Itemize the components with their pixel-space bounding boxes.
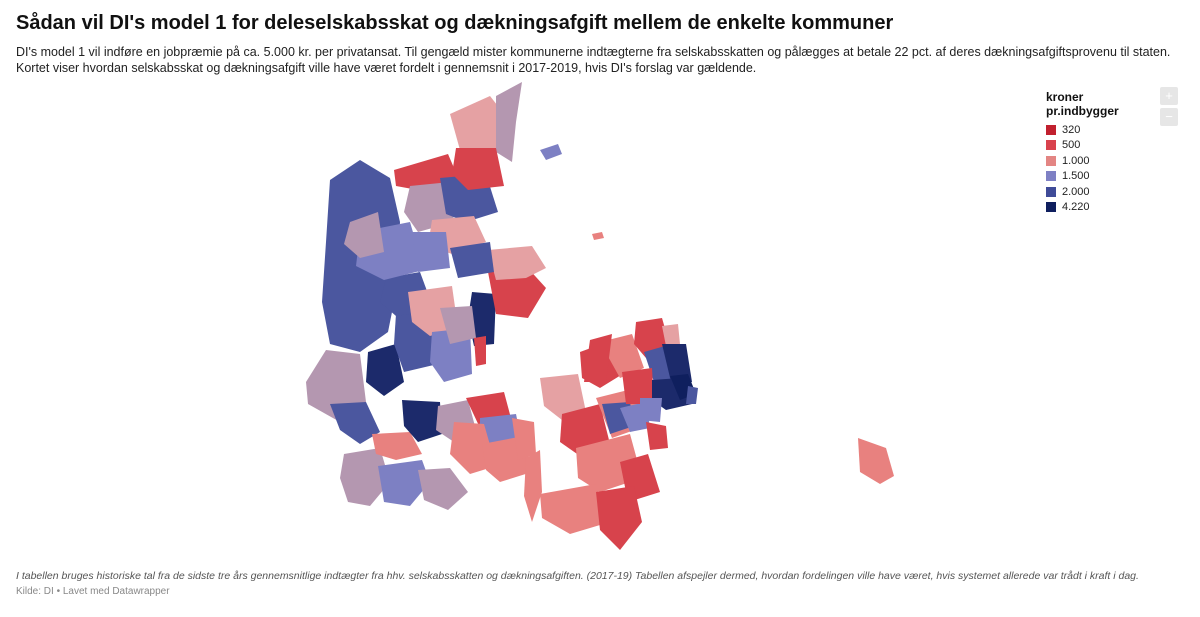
- source-credit: Kilde: DI • Lavet med Datawrapper: [16, 586, 170, 597]
- region-holbaek[interactable]: [600, 334, 644, 378]
- region-herning[interactable]: [366, 344, 404, 396]
- region-vestegn[interactable]: [640, 398, 662, 422]
- region-south-jutland[interactable]: [340, 448, 390, 506]
- legend-swatch: [1046, 171, 1056, 182]
- region-stevns[interactable]: [646, 422, 668, 450]
- footnote: I tabellen bruges historiske tal fra de …: [16, 570, 1139, 582]
- zoom-in-button[interactable]: +: [1160, 87, 1178, 105]
- legend-swatch: [1046, 140, 1056, 151]
- region-bronderslev[interactable]: [452, 148, 504, 190]
- legend-label: 1.500: [1062, 170, 1090, 183]
- legend: kroner pr.indbygger 320 500 1.000 1.500 …: [1046, 90, 1156, 215]
- region-bornholm[interactable]: [858, 438, 894, 484]
- legend-label: 4.220: [1062, 201, 1090, 214]
- legend-item-320: 320: [1046, 122, 1156, 138]
- region-falster[interactable]: [596, 486, 642, 550]
- region-west-zealand[interactable]: [540, 374, 586, 420]
- region-odsherred[interactable]: [584, 334, 612, 382]
- region-lolland[interactable]: [540, 484, 610, 534]
- legend-item-1500: 1.500: [1046, 169, 1156, 185]
- legend-label: 1.000: [1062, 154, 1090, 167]
- legend-item-2000: 2.000: [1046, 184, 1156, 200]
- region-nyborg[interactable]: [512, 418, 536, 460]
- region-syddjurs[interactable]: [488, 246, 546, 280]
- region-vejle[interactable]: [402, 400, 442, 442]
- region-samso[interactable]: [474, 336, 486, 366]
- region-skive[interactable]: [344, 212, 384, 258]
- region-helsingor[interactable]: [662, 324, 680, 346]
- region-horsens[interactable]: [430, 328, 472, 382]
- legend-label: 500: [1062, 139, 1081, 152]
- region-faaborg[interactable]: [450, 422, 496, 474]
- region-sonderborg[interactable]: [378, 460, 430, 506]
- denmark-municipality-map[interactable]: [300, 82, 900, 562]
- region-langeland[interactable]: [524, 450, 542, 522]
- legend-item-4220: 4.220: [1046, 200, 1156, 216]
- legend-item-1000: 1.000: [1046, 153, 1156, 169]
- region-rebild[interactable]: [412, 232, 450, 272]
- legend-swatch: [1046, 202, 1056, 213]
- region-esbjerg[interactable]: [330, 402, 380, 444]
- region-aabenraa[interactable]: [418, 468, 468, 510]
- region-frederikshavn[interactable]: [496, 82, 522, 162]
- legend-swatch: [1046, 124, 1056, 135]
- region-laeso[interactable]: [540, 144, 562, 160]
- region-roskilde[interactable]: [622, 368, 654, 404]
- legend-swatch: [1046, 155, 1056, 166]
- legend-title: kroner pr.indbygger: [1046, 90, 1119, 118]
- legend-item-500: 500: [1046, 138, 1156, 154]
- legend-label: 320: [1062, 123, 1081, 136]
- region-kolding[interactable]: [372, 432, 422, 460]
- region-anholt[interactable]: [592, 232, 604, 240]
- region-amager[interactable]: [686, 386, 698, 404]
- legend-label: 2.000: [1062, 185, 1090, 198]
- page-title: Sådan vil DI's model 1 for deleselskabss…: [16, 12, 894, 34]
- zoom-out-button[interactable]: −: [1160, 108, 1178, 126]
- legend-swatch: [1046, 186, 1056, 197]
- region-mariagerfjord[interactable]: [450, 242, 494, 278]
- region-skanderborg[interactable]: [440, 306, 476, 344]
- page-subtitle: DI's model 1 vil indføre en jobpræmie på…: [16, 45, 1171, 75]
